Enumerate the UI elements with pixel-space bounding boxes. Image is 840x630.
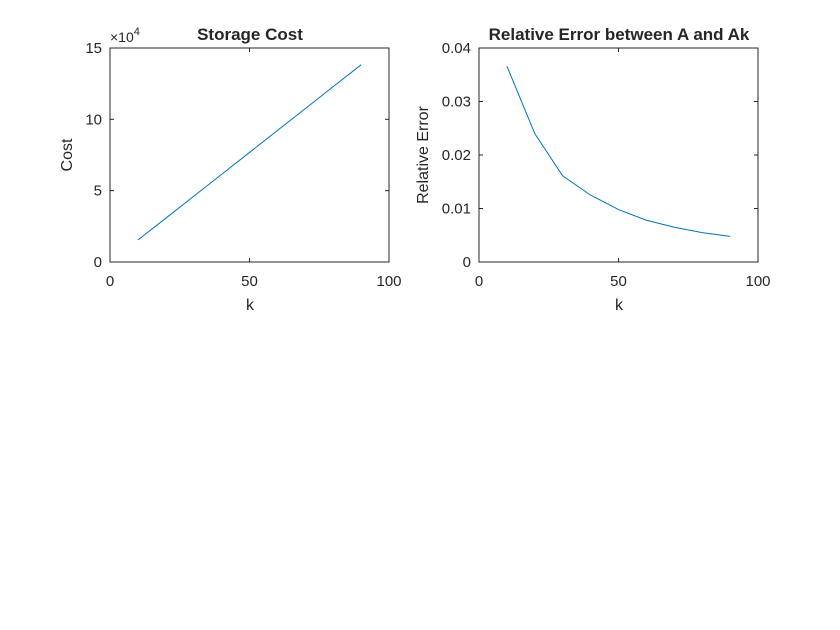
y-tick-label: 0.03: [442, 94, 471, 111]
y-axis-exponent: 4: [134, 26, 140, 38]
x-tick-label: 100: [376, 273, 401, 290]
y-tick-label: 0: [94, 254, 102, 271]
series: [506, 65, 731, 237]
y-tick-label: 0.04: [442, 40, 471, 57]
y-axis-multiplier: ×104: [110, 26, 140, 45]
y-tick-label: 15: [85, 40, 102, 57]
plot-area: [478, 47, 759, 263]
y-tick-label: 10: [85, 111, 102, 128]
x-tick-label: 100: [745, 273, 770, 290]
x-tick-label: 0: [106, 273, 114, 290]
y-ticks: 0 0.01 0.02 0.03 0.04: [442, 40, 758, 271]
series-line: [506, 65, 731, 237]
y-axis-label: Cost: [59, 138, 76, 171]
y-tick-label: 0.02: [442, 147, 471, 164]
chart-title: Storage Cost: [197, 25, 303, 44]
y-ticks: 0 5 10 15: [85, 40, 389, 271]
series-line: [137, 64, 362, 241]
series: [137, 64, 362, 241]
chart-title: Relative Error between A and Ak: [489, 25, 750, 44]
y-tick-label: 5: [94, 183, 102, 200]
y-axis-label: Relative Error: [415, 105, 432, 203]
x-tick-label: 50: [241, 273, 258, 290]
x-tick-label: 50: [610, 273, 627, 290]
chart-relative-error: Relative Error between A and Ak k Relati…: [415, 25, 771, 314]
x-axis-label: k: [615, 297, 624, 314]
x-ticks: 0 50 100: [475, 48, 771, 290]
chart-storage-cost: Storage Cost k Cost ×104 0 50 100 0 5 10 15: [59, 25, 402, 314]
y-tick-label: 0.01: [442, 201, 471, 218]
x-ticks: 0 50 100: [106, 48, 402, 290]
plot-area: [109, 47, 390, 263]
y-tick-label: 0: [463, 254, 471, 271]
x-tick-label: 0: [475, 273, 483, 290]
x-axis-label: k: [246, 297, 255, 314]
